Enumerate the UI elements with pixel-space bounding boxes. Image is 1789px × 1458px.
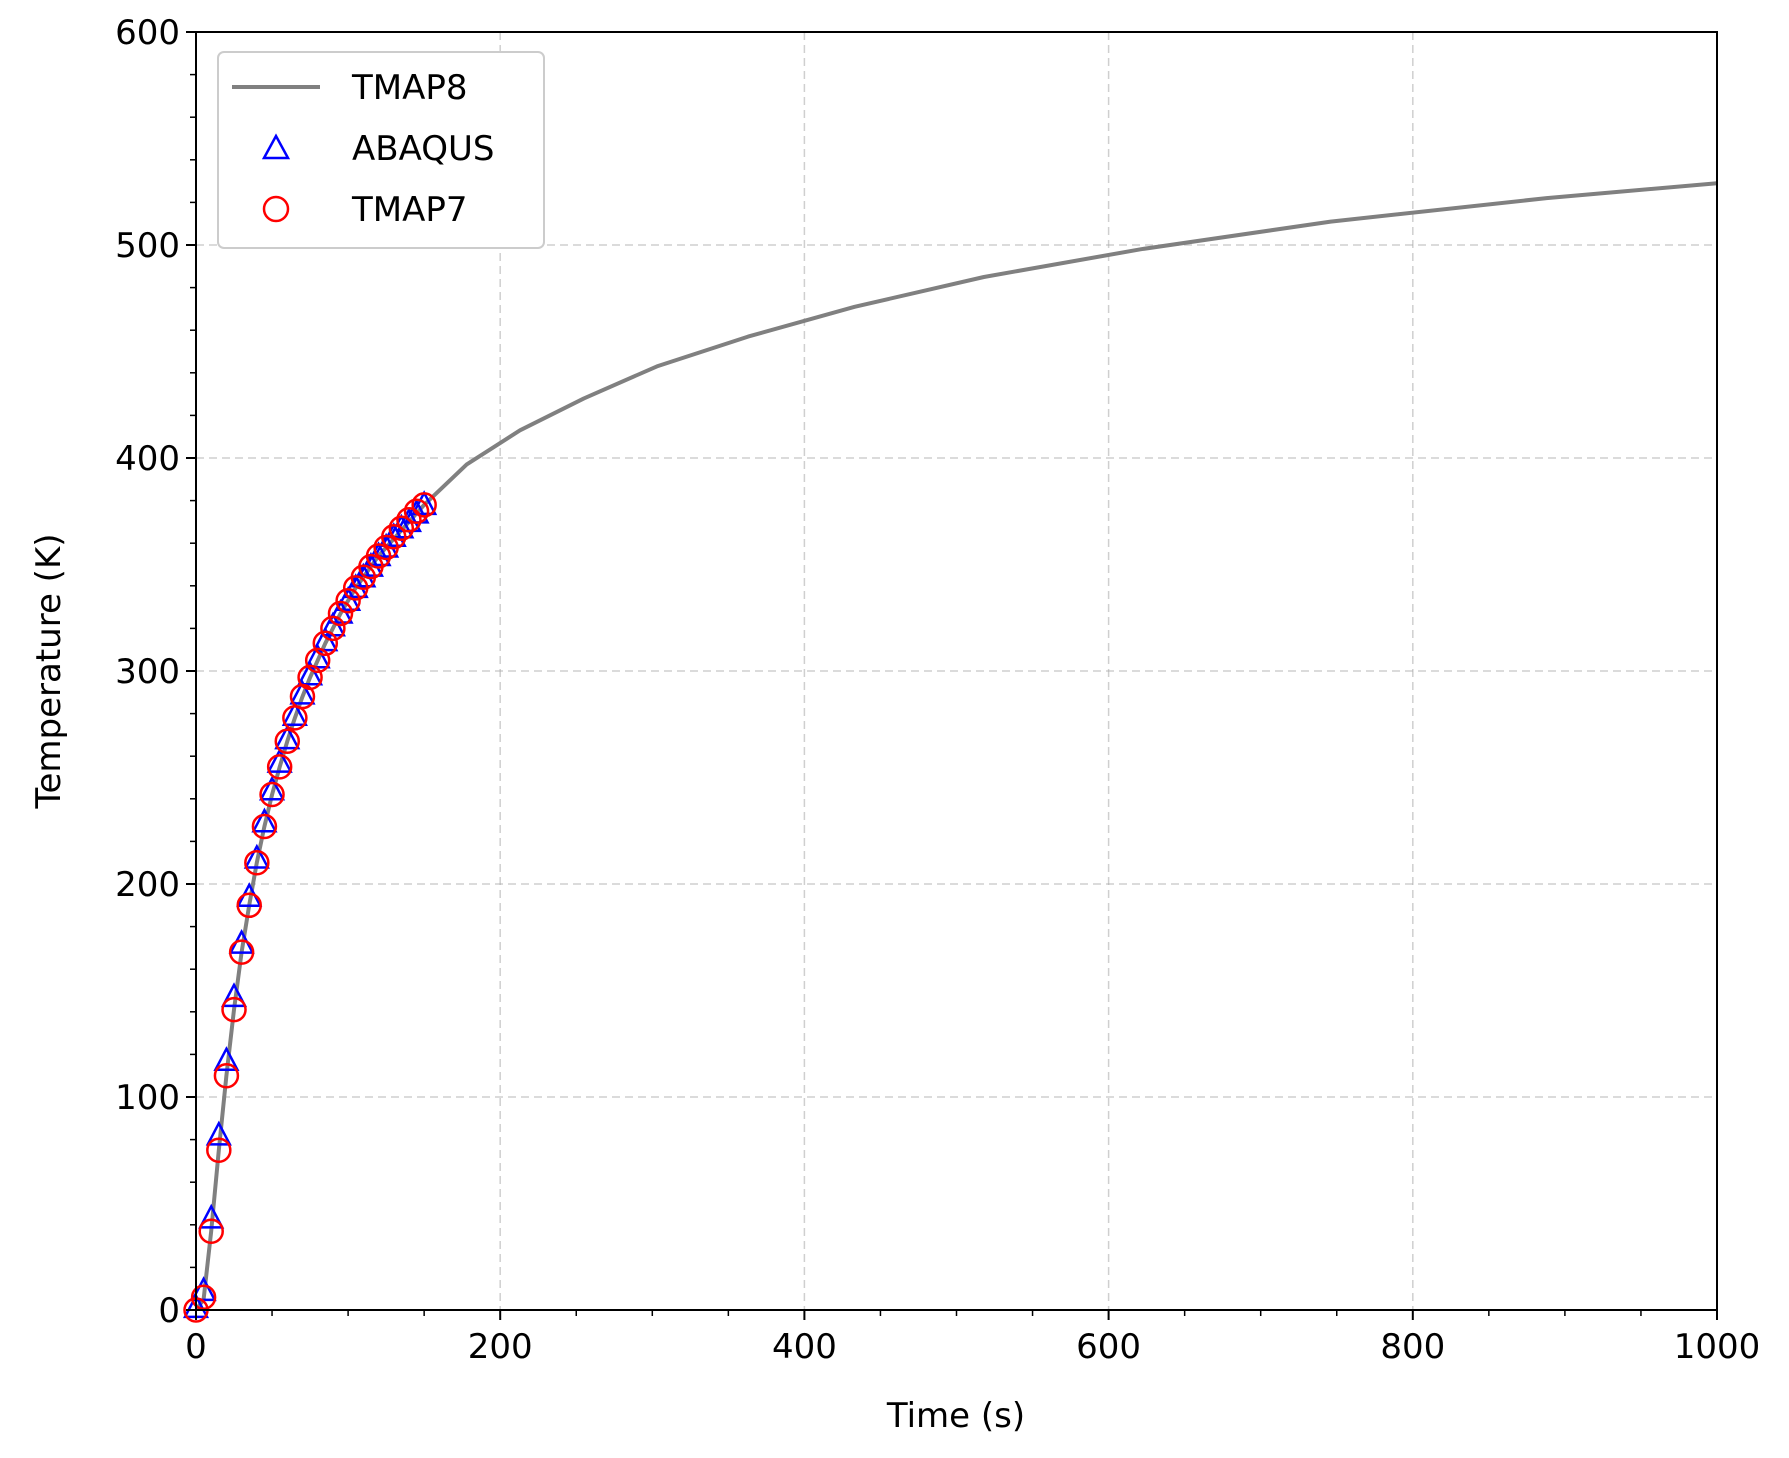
x-tick-label: 400 <box>772 1327 837 1367</box>
abaqus-point <box>198 1203 225 1229</box>
tmap7-point <box>335 587 361 614</box>
abaqus-point <box>411 490 438 516</box>
abaqus-point <box>281 701 308 726</box>
x-tick-label: 800 <box>1380 1327 1445 1367</box>
abaqus-point <box>251 807 278 833</box>
abaqus-point <box>213 1046 240 1072</box>
tmap7-point <box>259 781 285 808</box>
tmap7-point <box>396 507 422 533</box>
y-tick-label: 200 <box>115 865 180 905</box>
tmap7-point <box>411 492 437 518</box>
abaqus-point <box>220 982 248 1008</box>
tmap7-point <box>403 498 430 524</box>
y-tick-label: 0 <box>158 1291 180 1331</box>
y-tick-label: 300 <box>115 652 180 692</box>
x-tick-label: 600 <box>1076 1327 1141 1367</box>
tmap7-point <box>213 1062 240 1089</box>
y-tick-label: 600 <box>115 13 180 53</box>
x-tick-label: 0 <box>185 1327 207 1367</box>
tmap7-point <box>228 939 255 965</box>
abaqus-point <box>205 1120 232 1146</box>
tmap7-point <box>320 615 346 642</box>
legend-tmap7-label: TMAP7 <box>351 190 468 230</box>
tmap7-point <box>380 524 407 550</box>
abaqus-point <box>243 843 270 869</box>
tmap7-point <box>365 543 392 569</box>
tmap7-point <box>274 728 301 755</box>
y-axis-label: Temperature (K) <box>29 533 69 809</box>
tmap7-point <box>304 647 331 674</box>
tmap7-point <box>327 600 354 627</box>
tmap7-point <box>388 515 415 542</box>
tmap7-point <box>244 849 270 876</box>
tmap7-point <box>251 813 278 840</box>
legend-tmap8-label: TMAP8 <box>351 68 468 108</box>
legend-tmap7-swatch <box>262 195 290 223</box>
tmap7-point <box>236 892 262 919</box>
abaqus-point <box>388 513 415 539</box>
markers-layer <box>182 490 438 1323</box>
tmap7-point <box>297 664 323 691</box>
abaqus-point <box>258 775 286 801</box>
legend-box <box>217 51 545 249</box>
abaqus-point <box>297 660 324 686</box>
ticks: 0 200 400 600 800 1000 0 100 200 300 400 500 600 <box>115 13 1760 1367</box>
tmap7-point <box>266 754 293 780</box>
tmap7-point <box>190 1284 217 1310</box>
y-tick-label: 500 <box>115 226 180 266</box>
legend-abaqus-swatch <box>261 133 291 160</box>
x-tick-label: 200 <box>468 1327 533 1367</box>
abaqus-point <box>274 724 301 750</box>
x-tick-label: 1000 <box>1674 1327 1761 1367</box>
legend-abaqus-label: ABAQUS <box>352 129 494 169</box>
tmap7-point <box>206 1137 232 1163</box>
tmap7-point <box>221 996 247 1023</box>
abaqus-point <box>266 747 293 773</box>
legend: TMAP8 ABAQUS TMAP7 <box>217 51 545 249</box>
x-axis-label: Time (s) <box>886 1396 1025 1436</box>
tmap7-point <box>198 1218 224 1244</box>
y-tick-label: 400 <box>115 439 180 479</box>
y-tick-label: 100 <box>115 1078 180 1118</box>
abaqus-point <box>289 679 316 705</box>
tmap7-point <box>312 630 339 657</box>
